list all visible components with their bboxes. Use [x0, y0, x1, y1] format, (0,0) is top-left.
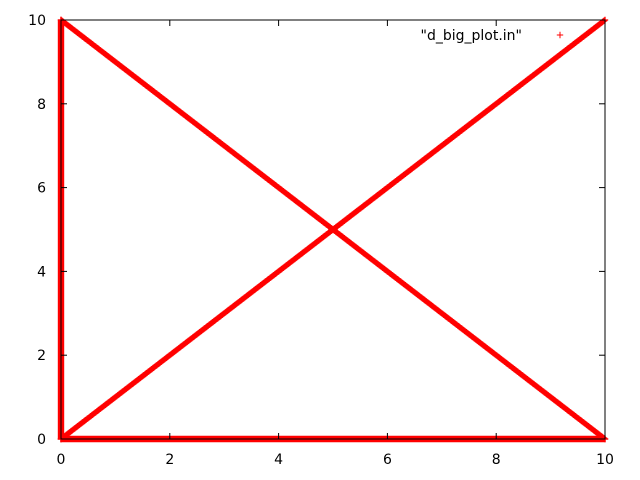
- plot-frame: [60, 19, 606, 440]
- x-tick-label: 8: [492, 452, 501, 468]
- y-tick-label: 10: [28, 13, 46, 29]
- axis-tick-labels: 0 2 4 6 8 10 0 2 4 6 8 10: [28, 13, 614, 468]
- y-tick-label: 2: [37, 348, 46, 364]
- y-tick-label: 8: [37, 97, 46, 113]
- y-tick-label: 4: [37, 264, 46, 280]
- legend-marker: [556, 31, 564, 39]
- legend-entry-label: "d_big_plot.in": [421, 28, 522, 44]
- axis-ticks: [60, 19, 606, 440]
- y-tick-label: 6: [37, 181, 46, 197]
- x-tick-label: 2: [165, 452, 174, 468]
- legend: "d_big_plot.in": [421, 28, 564, 44]
- x-tick-label: 6: [383, 452, 392, 468]
- y-tick-label: 0: [37, 432, 46, 448]
- x-tick-label: 0: [57, 452, 66, 468]
- x-tick-label: 4: [274, 452, 283, 468]
- series-points: [57, 16, 609, 443]
- x-tick-label: 10: [596, 452, 614, 468]
